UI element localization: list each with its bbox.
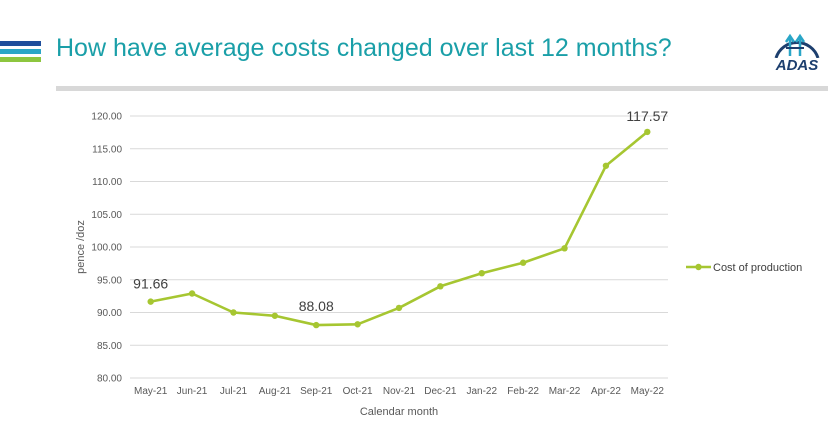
chart-legend: Cost of production [686,262,802,274]
y-tick-label: 80.00 [97,374,122,385]
x-tick-label: May-22 [631,386,665,397]
y-axis-label: pence /doz [75,220,87,274]
data-point [354,321,361,328]
brand-stripes [0,41,41,65]
x-tick-label: Jan-22 [466,386,497,397]
x-tick-label: Oct-21 [343,386,373,397]
x-axis-ticks: May-21 Jun-21 Jul-21 Aug-21 Sep-21 Oct-21 Nov-… [134,386,664,397]
y-axis-ticks: 80.00 85.00 90.00 95.00 100.00 105.00 110.00 11… [91,112,122,385]
legend-point-marker [695,263,702,271]
x-tick-label: Mar-22 [549,386,581,397]
chart-series [147,128,651,329]
x-tick-label: Dec-21 [424,386,457,397]
data-label: 91.66 [133,276,168,292]
data-point [230,309,237,316]
legend-label: Cost of production [713,262,802,274]
y-tick-label: 95.00 [97,275,122,286]
series-line [150,130,649,327]
logo-mark-icon [774,33,820,59]
chart-gridlines [130,115,668,379]
data-label: 117.57 [626,108,668,124]
x-tick-label: Sep-21 [300,386,333,397]
brand-stripe [0,41,41,46]
slide-title: How have average costs changed over last… [56,34,672,62]
x-tick-label: Feb-22 [507,386,539,397]
data-point [519,259,527,266]
data-point [437,283,444,290]
data-point [602,162,610,169]
data-point [478,270,485,277]
brand-stripe [0,49,41,54]
logo-text: ADAS [775,57,819,74]
y-tick-label: 110.00 [92,177,122,188]
x-tick-label: Aug-21 [259,386,292,397]
data-point [188,290,196,297]
data-labels: 91.66 88.08 117.57 [133,108,668,314]
x-tick-label: Apr-22 [591,386,621,397]
adas-logo: ADAS [768,28,826,74]
title-divider [56,86,828,91]
data-point [561,245,568,252]
y-tick-label: 100.00 [91,243,122,254]
brand-stripe [0,57,41,62]
y-tick-label: 85.00 [97,341,122,352]
y-tick-label: 120.00 [91,112,122,123]
data-point [147,298,154,305]
data-point [395,304,403,312]
data-point [313,321,320,329]
y-tick-label: 90.00 [97,308,122,319]
x-tick-label: Jul-21 [220,386,248,397]
x-tick-label: May-21 [134,386,168,397]
data-point [271,312,279,319]
x-axis-label: Calendar month [360,406,438,418]
data-point [644,128,651,136]
y-tick-label: 115.00 [92,144,122,155]
y-tick-label: 105.00 [91,210,122,221]
x-tick-label: Jun-21 [177,386,208,397]
data-label: 88.08 [299,298,334,314]
x-tick-label: Nov-21 [383,386,416,397]
